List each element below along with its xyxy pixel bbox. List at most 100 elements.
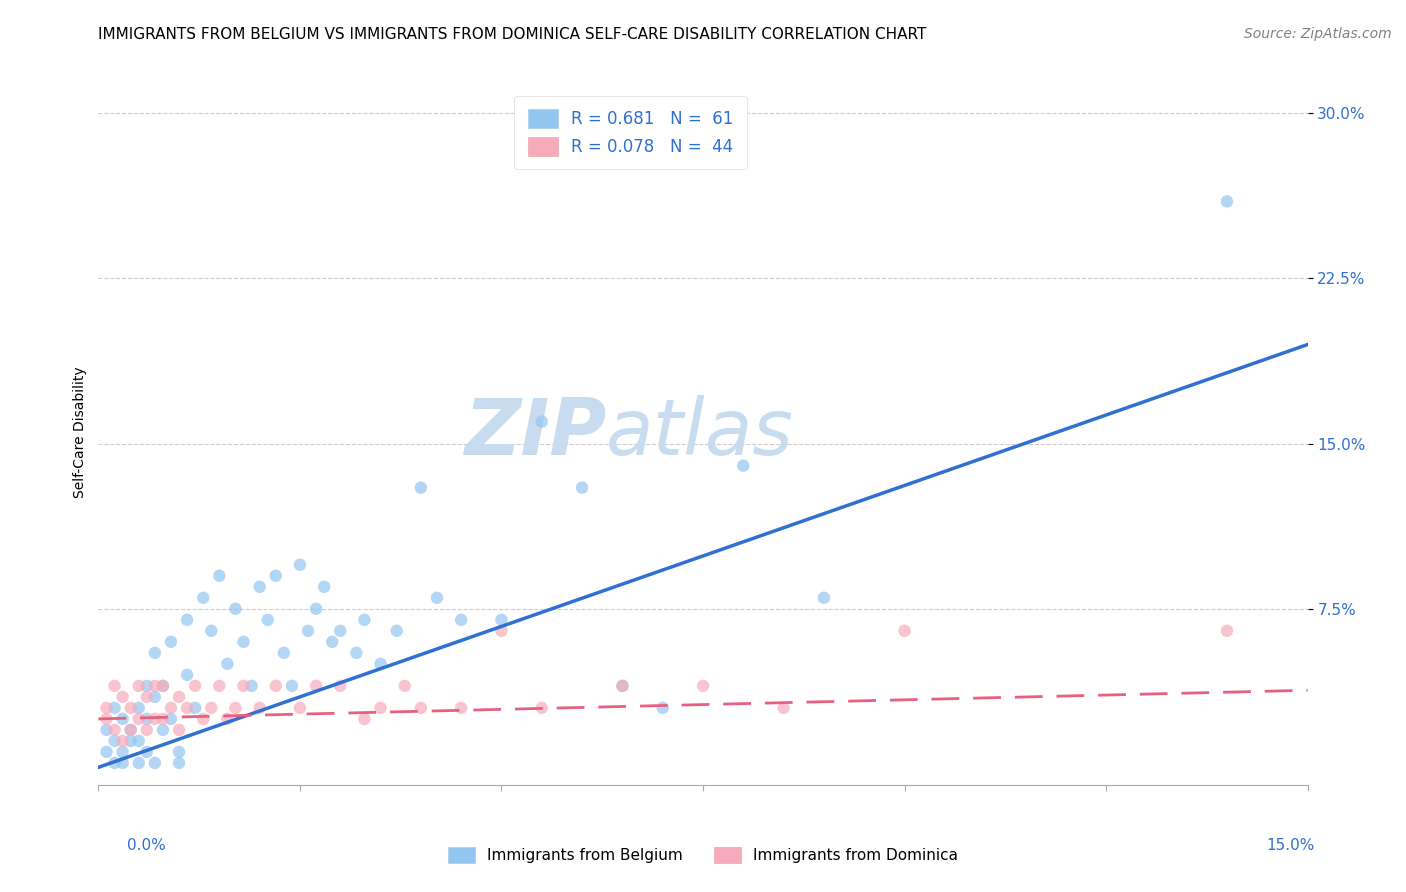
Point <box>329 624 352 638</box>
Point <box>167 745 190 759</box>
Point <box>232 679 254 693</box>
Point <box>167 723 190 737</box>
Point <box>264 679 287 693</box>
Point <box>135 723 157 737</box>
Point <box>143 679 166 693</box>
Y-axis label: Self-Care Disability: Self-Care Disability <box>73 367 87 499</box>
Point <box>193 591 215 605</box>
Point <box>167 690 190 704</box>
Point <box>321 635 343 649</box>
Point <box>409 481 432 495</box>
Point <box>353 712 375 726</box>
Point <box>249 580 271 594</box>
Point <box>128 679 150 693</box>
Text: 15.0%: 15.0% <box>1267 838 1315 854</box>
Point <box>772 701 794 715</box>
Point <box>193 712 215 726</box>
Point <box>208 568 231 582</box>
Point <box>491 613 513 627</box>
Legend: R = 0.681   N =  61, R = 0.078   N =  44: R = 0.681 N = 61, R = 0.078 N = 44 <box>515 95 747 169</box>
Legend: Immigrants from Belgium, Immigrants from Dominica: Immigrants from Belgium, Immigrants from… <box>440 839 966 871</box>
Point <box>160 701 183 715</box>
Point <box>152 723 174 737</box>
Point <box>733 458 755 473</box>
Point <box>103 701 125 715</box>
Point <box>143 756 166 770</box>
Point <box>651 701 673 715</box>
Point <box>344 646 367 660</box>
Point <box>217 712 239 726</box>
Text: atlas: atlas <box>606 394 794 471</box>
Point <box>288 558 311 572</box>
Point <box>135 679 157 693</box>
Point <box>160 635 183 649</box>
Point <box>128 734 150 748</box>
Point <box>135 690 157 704</box>
Point <box>103 734 125 748</box>
Point <box>224 602 246 616</box>
Point <box>370 701 392 715</box>
Point <box>450 613 472 627</box>
Point <box>96 745 118 759</box>
Point <box>128 712 150 726</box>
Point <box>120 723 142 737</box>
Point <box>612 679 634 693</box>
Point <box>394 679 416 693</box>
Point <box>135 745 157 759</box>
Point <box>120 734 142 748</box>
Point <box>96 701 118 715</box>
Point <box>96 712 118 726</box>
Text: Source: ZipAtlas.com: Source: ZipAtlas.com <box>1244 27 1392 41</box>
Point <box>273 646 295 660</box>
Point <box>305 679 328 693</box>
Point <box>232 635 254 649</box>
Text: IMMIGRANTS FROM BELGIUM VS IMMIGRANTS FROM DOMINICA SELF-CARE DISABILITY CORRELA: IMMIGRANTS FROM BELGIUM VS IMMIGRANTS FR… <box>98 27 927 42</box>
Point <box>160 712 183 726</box>
Point <box>200 701 222 715</box>
Text: ZIP: ZIP <box>464 394 606 471</box>
Point <box>128 701 150 715</box>
Point <box>120 723 142 737</box>
Point <box>256 613 278 627</box>
Point <box>111 745 134 759</box>
Point <box>409 701 432 715</box>
Point <box>152 679 174 693</box>
Point <box>450 701 472 715</box>
Point <box>329 679 352 693</box>
Point <box>200 624 222 638</box>
Point <box>103 679 125 693</box>
Point <box>1216 624 1239 638</box>
Point <box>152 679 174 693</box>
Point <box>305 602 328 616</box>
Point <box>288 701 311 715</box>
Point <box>813 591 835 605</box>
Point <box>111 712 134 726</box>
Point <box>184 701 207 715</box>
Point <box>167 756 190 770</box>
Point <box>96 723 118 737</box>
Point <box>240 679 263 693</box>
Point <box>1216 194 1239 209</box>
Point <box>530 701 553 715</box>
Point <box>571 481 593 495</box>
Point <box>111 734 134 748</box>
Point <box>143 690 166 704</box>
Point <box>217 657 239 671</box>
Point <box>135 712 157 726</box>
Point <box>612 679 634 693</box>
Point <box>281 679 304 693</box>
Point <box>491 624 513 638</box>
Point <box>530 415 553 429</box>
Point <box>152 712 174 726</box>
Point <box>176 701 198 715</box>
Point <box>692 679 714 693</box>
Point <box>184 679 207 693</box>
Point <box>264 568 287 582</box>
Point <box>143 646 166 660</box>
Point <box>385 624 408 638</box>
Point <box>224 701 246 715</box>
Point <box>314 580 336 594</box>
Point <box>120 701 142 715</box>
Point <box>103 723 125 737</box>
Point <box>111 756 134 770</box>
